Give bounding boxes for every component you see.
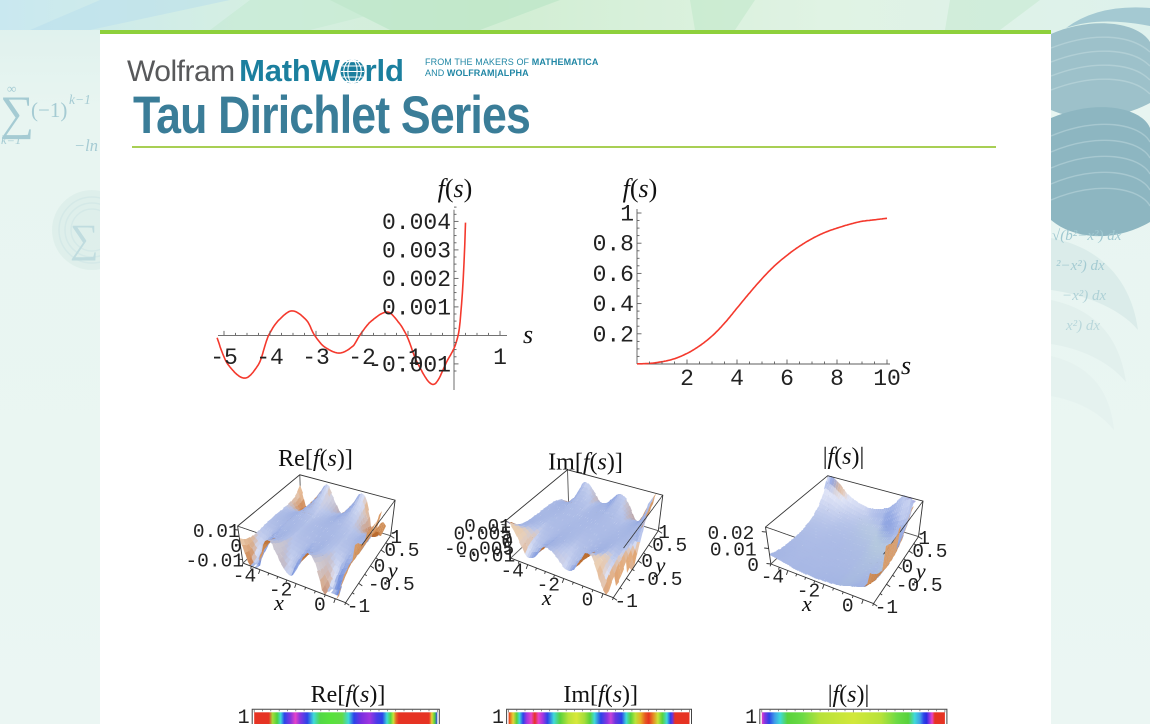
svg-text:Im[f(s)]: Im[f(s)] bbox=[548, 450, 623, 476]
svg-text:-1: -1 bbox=[347, 596, 370, 618]
svg-text:0: 0 bbox=[501, 531, 513, 553]
svg-text:Re[f(s)]: Re[f(s)] bbox=[311, 682, 386, 708]
svg-text:f(s): f(s) bbox=[438, 174, 473, 203]
svg-text:0.5: 0.5 bbox=[384, 540, 419, 562]
svg-text:1: 1 bbox=[238, 707, 250, 724]
svg-text:0: 0 bbox=[314, 595, 326, 617]
svg-text:-1: -1 bbox=[394, 345, 422, 371]
svg-text:Re[f(s)]: Re[f(s)] bbox=[278, 446, 353, 472]
svg-text:-0.001: -0.001 bbox=[368, 352, 451, 378]
svg-text:0.8: 0.8 bbox=[593, 232, 634, 258]
svg-text:s: s bbox=[523, 320, 533, 349]
svg-text:y: y bbox=[654, 553, 666, 578]
svg-text:-2: -2 bbox=[797, 581, 820, 603]
svg-text:0.005: 0.005 bbox=[453, 524, 512, 546]
svg-text:s: s bbox=[901, 351, 911, 380]
svg-text:0: 0 bbox=[374, 556, 386, 578]
svg-text:0.5: 0.5 bbox=[912, 541, 947, 563]
svg-text:0.002: 0.002 bbox=[382, 267, 451, 293]
svg-text:-2: -2 bbox=[348, 345, 376, 371]
svg-text:0: 0 bbox=[842, 596, 854, 618]
svg-text:4: 4 bbox=[730, 366, 744, 392]
svg-text:1: 1 bbox=[492, 707, 504, 724]
svg-text:-4: -4 bbox=[233, 566, 256, 588]
svg-text:6: 6 bbox=[780, 366, 794, 392]
svg-text:y: y bbox=[914, 558, 926, 583]
svg-text:y: y bbox=[386, 558, 398, 583]
svg-text:-1: -1 bbox=[615, 591, 638, 613]
svg-text:²−x²) dx: ²−x²) dx bbox=[1056, 258, 1105, 274]
svg-text:1: 1 bbox=[658, 522, 670, 544]
svg-text:-0.5: -0.5 bbox=[896, 575, 943, 597]
svg-text:-0.5: -0.5 bbox=[636, 569, 683, 591]
svg-text:x: x bbox=[273, 590, 284, 615]
svg-text:0: 0 bbox=[641, 551, 653, 573]
svg-text:-0.01: -0.01 bbox=[457, 545, 516, 567]
svg-text:-4: -4 bbox=[761, 567, 784, 589]
svg-text:1: 1 bbox=[918, 528, 930, 550]
svg-text:-1: -1 bbox=[875, 597, 898, 619]
svg-text:0.001: 0.001 bbox=[382, 295, 451, 321]
svg-text:x: x bbox=[801, 591, 812, 616]
svg-text:10: 10 bbox=[873, 366, 901, 392]
svg-text:0.004: 0.004 bbox=[382, 210, 451, 236]
svg-text:-2: -2 bbox=[537, 575, 560, 597]
svg-text:0.02: 0.02 bbox=[707, 523, 754, 545]
svg-text:2: 2 bbox=[680, 366, 694, 392]
svg-text:0.5: 0.5 bbox=[652, 535, 687, 557]
svg-text:0: 0 bbox=[747, 555, 759, 577]
svg-text:0.01: 0.01 bbox=[464, 516, 511, 538]
svg-text:0.4: 0.4 bbox=[593, 292, 634, 318]
svg-text:0.003: 0.003 bbox=[382, 238, 451, 264]
svg-text:∞: ∞ bbox=[7, 81, 16, 96]
svg-text:-0.005: -0.005 bbox=[444, 538, 514, 560]
svg-text:0.01: 0.01 bbox=[710, 539, 757, 561]
svg-text:x: x bbox=[541, 585, 552, 610]
svg-text:−ln: −ln bbox=[74, 136, 98, 155]
svg-text:0.01: 0.01 bbox=[193, 521, 240, 543]
svg-text:0: 0 bbox=[902, 557, 914, 579]
svg-text:-0.01: -0.01 bbox=[185, 550, 244, 572]
svg-text:-0.5: -0.5 bbox=[368, 574, 415, 596]
svg-text:-5: -5 bbox=[210, 345, 238, 371]
svg-text:-4: -4 bbox=[500, 561, 523, 583]
svg-text:1: 1 bbox=[745, 707, 757, 724]
svg-text:1: 1 bbox=[620, 202, 634, 228]
svg-text:∑: ∑ bbox=[0, 87, 34, 140]
svg-text:k=1: k=1 bbox=[1, 133, 21, 147]
svg-text:0.6: 0.6 bbox=[593, 262, 634, 288]
svg-text:-2: -2 bbox=[269, 580, 292, 602]
svg-text:0: 0 bbox=[582, 590, 594, 612]
svg-text:1: 1 bbox=[390, 527, 402, 549]
svg-text:|f(s)|: |f(s)| bbox=[823, 444, 865, 470]
svg-text:-4: -4 bbox=[256, 345, 284, 371]
svg-text:8: 8 bbox=[830, 366, 844, 392]
svg-text:1: 1 bbox=[493, 345, 507, 371]
svg-text:0.2: 0.2 bbox=[593, 322, 634, 348]
svg-text:f(s): f(s) bbox=[623, 174, 658, 203]
svg-text:Im[f(s)]: Im[f(s)] bbox=[563, 682, 638, 708]
svg-text:x²) dx: x²) dx bbox=[1065, 318, 1100, 334]
svg-text:|f(s)|: |f(s)| bbox=[828, 682, 870, 708]
svg-text:(−1): (−1) bbox=[31, 98, 67, 122]
svg-text:k−1: k−1 bbox=[69, 92, 91, 107]
svg-text:−x²) dx: −x²) dx bbox=[1062, 288, 1107, 304]
svg-text:-3: -3 bbox=[302, 345, 330, 371]
svg-text:∑: ∑ bbox=[70, 216, 99, 261]
svg-text:0: 0 bbox=[230, 536, 242, 558]
svg-text:√(b²−x²) dx: √(b²−x²) dx bbox=[1052, 228, 1122, 244]
